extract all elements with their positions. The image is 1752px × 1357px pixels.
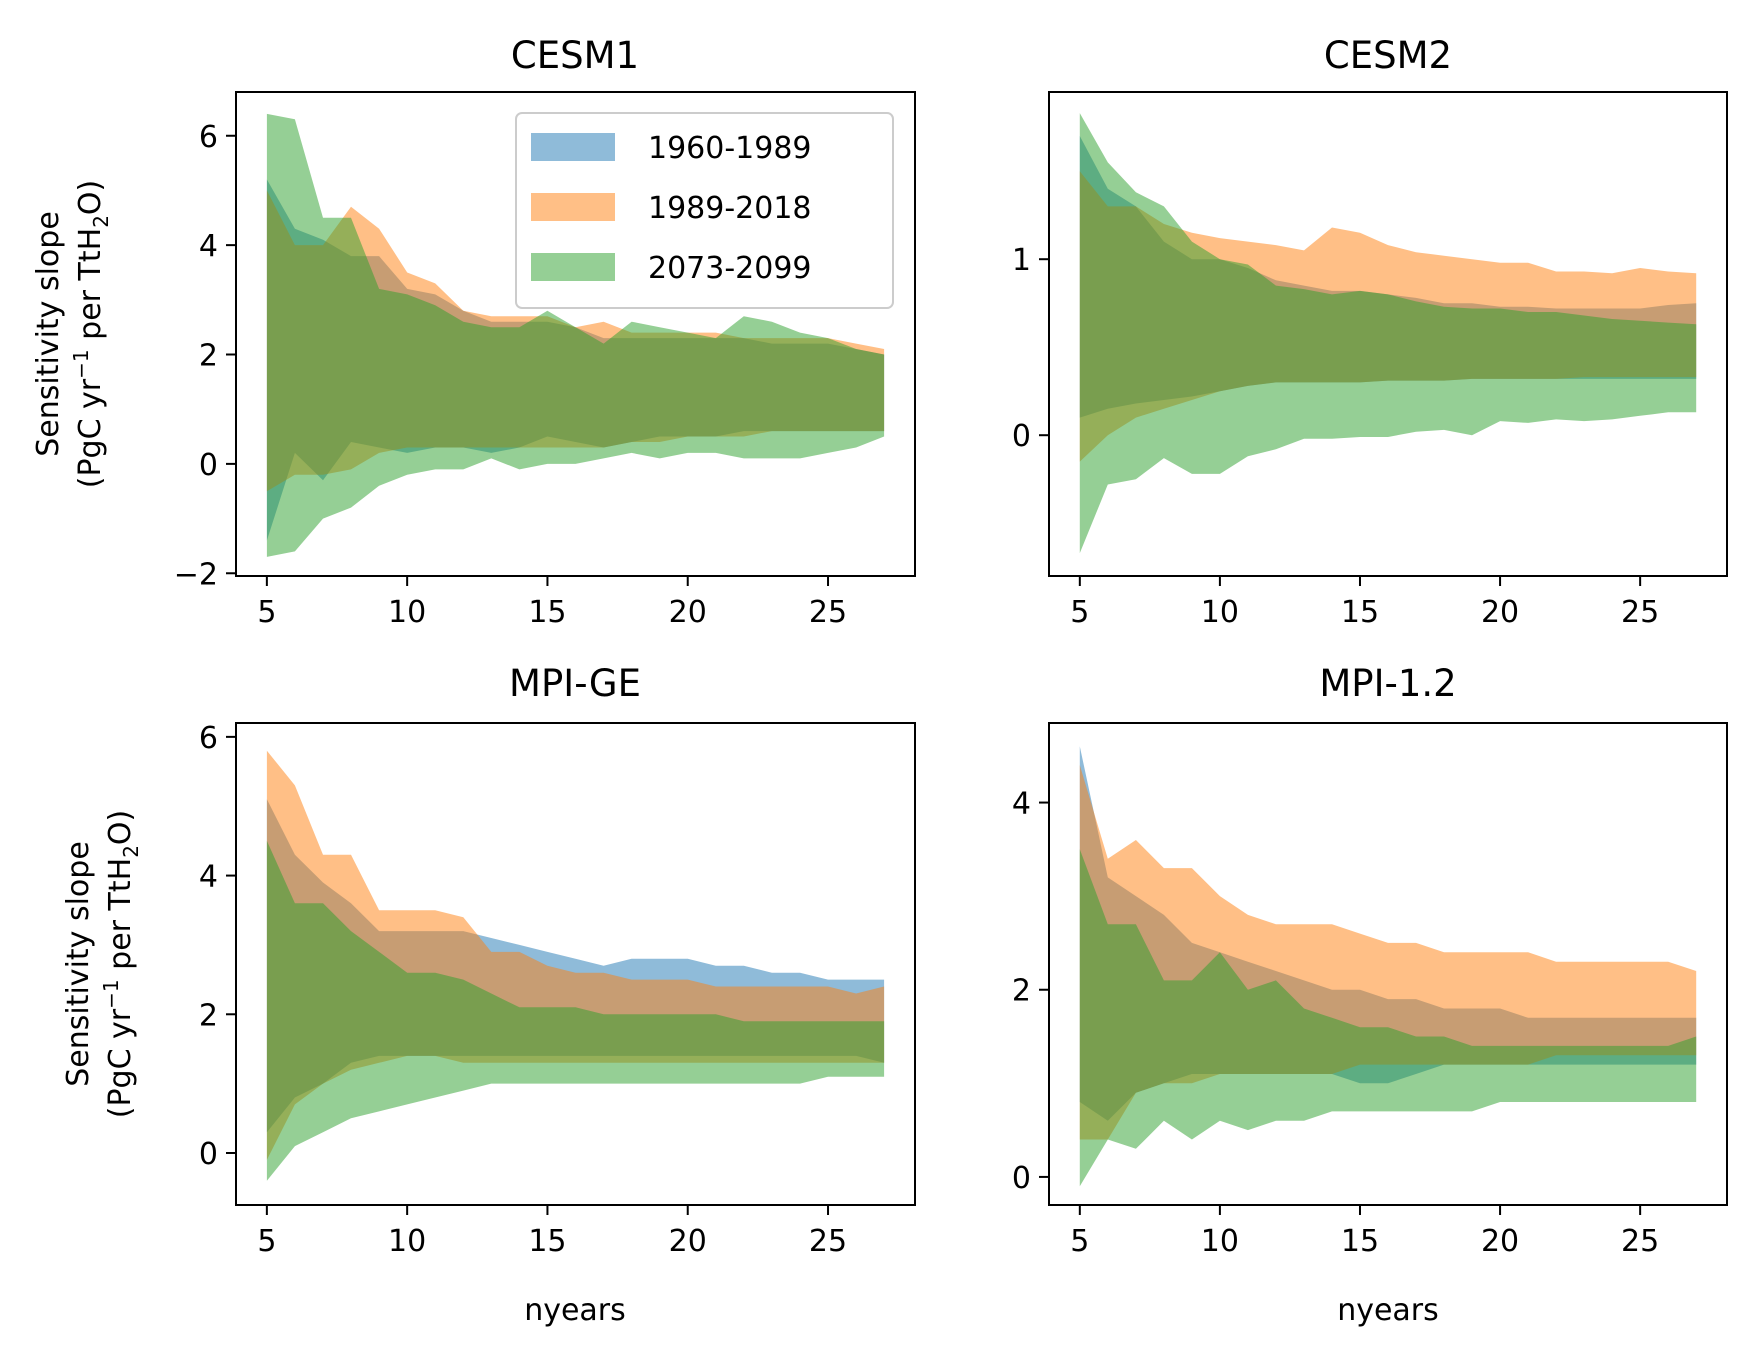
x-tick-label: 15 <box>528 595 566 630</box>
x-axis-label: nyears <box>1337 1293 1439 1328</box>
panel-title: CESM1 <box>511 34 639 77</box>
y-axis-label: Sensitivity slope (PgC yr−1 per TtH2O) <box>61 810 143 1119</box>
x-axis-label: nyears <box>524 1293 626 1328</box>
x-tick-label: 5 <box>1070 595 1089 630</box>
x-tick-label: 20 <box>1481 595 1519 630</box>
panel-title: MPI-GE <box>509 662 641 705</box>
x-tick-label: 25 <box>1621 1224 1659 1259</box>
panel-mpi-1-2: MPI-1.2 5 10 15 20 25 0 2 4 nyears <box>1012 662 1728 1328</box>
y-axis-label-line2: (PgC yr−1 per TtH2O) <box>69 180 113 489</box>
panel-cesm1: CESM1 5 10 15 20 25 −2 0 2 4 6 Sensitivity slope … <box>31 34 916 630</box>
y-tick-label: 0 <box>199 1137 218 1172</box>
legend-label: 2073-2099 <box>648 251 812 286</box>
x-tick-label: 20 <box>669 1224 707 1259</box>
tick-layer: 5 10 15 20 25 −2 0 2 4 6 <box>174 120 847 630</box>
x-tick-label: 15 <box>1341 1224 1379 1259</box>
legend-swatch <box>531 253 615 281</box>
axes-frame <box>1048 91 1728 577</box>
band-layer <box>266 750 885 1181</box>
y-tick-label: 0 <box>199 448 218 483</box>
x-tick-label: 5 <box>257 1224 276 1259</box>
band-2073-2099 <box>266 113 885 557</box>
y-axis-label-line1: Sensitivity slope <box>61 841 96 1087</box>
band-2073-2099 <box>1079 113 1697 554</box>
y-axis-label-line1: Sensitivity slope <box>31 211 66 457</box>
y-tick-label: 2 <box>199 339 218 374</box>
y-tick-label: 6 <box>199 120 218 155</box>
y-tick-label: 2 <box>1012 974 1031 1009</box>
x-tick-label: 5 <box>1070 1224 1089 1259</box>
band-2073-2099 <box>266 840 885 1181</box>
y-tick-label: 0 <box>1012 1161 1031 1196</box>
legend-swatch <box>531 133 615 161</box>
legend-swatch <box>531 193 615 221</box>
axes-frame <box>235 722 916 1206</box>
band-layer <box>1079 746 1697 1187</box>
x-tick-label: 5 <box>257 595 276 630</box>
x-tick-label: 10 <box>388 595 426 630</box>
y-tick-label: 4 <box>199 860 218 895</box>
y-tick-label: 6 <box>199 721 218 756</box>
band-layer <box>1079 113 1697 554</box>
legend-label: 1960-1989 <box>648 131 812 166</box>
x-tick-label: 15 <box>1341 595 1379 630</box>
panel-cesm2: CESM2 5 10 15 20 25 0 1 <box>1012 34 1728 630</box>
y-tick-label: 0 <box>1012 419 1031 454</box>
y-axis-label-line2: (PgC yr−1 per TtH2O) <box>99 810 143 1119</box>
x-tick-label: 10 <box>1201 1224 1239 1259</box>
panel-mpi-ge: MPI-GE 5 10 15 20 25 0 2 4 6 Sensitivity slope (… <box>61 662 916 1328</box>
x-tick-label: 25 <box>809 595 847 630</box>
x-tick-label: 15 <box>528 1224 566 1259</box>
legend-label: 1989-2018 <box>648 191 812 226</box>
panel-title: MPI-1.2 <box>1319 662 1456 705</box>
y-axis-label: Sensitivity slope (PgC yr−1 per TtH2O) <box>31 180 113 489</box>
x-tick-label: 10 <box>388 1224 426 1259</box>
legend: 1960-1989 1989-2018 2073-2099 <box>515 112 894 309</box>
band-2073-2099 <box>1079 849 1697 1187</box>
tick-layer: 5 10 15 20 25 0 2 4 6 <box>199 721 847 1259</box>
tick-layer: 5 10 15 20 25 0 2 4 <box>1012 787 1659 1259</box>
y-tick-label: 4 <box>199 229 218 264</box>
x-tick-label: 25 <box>1621 595 1659 630</box>
x-tick-label: 25 <box>809 1224 847 1259</box>
band-layer <box>266 113 885 557</box>
tick-layer: 5 10 15 20 25 0 1 <box>1012 243 1659 630</box>
y-tick-label: 4 <box>1012 787 1031 822</box>
x-tick-label: 10 <box>1201 595 1239 630</box>
y-tick-label: −2 <box>174 557 218 592</box>
y-tick-label: 1 <box>1012 243 1031 278</box>
axes-frame <box>1048 722 1728 1206</box>
y-tick-label: 2 <box>199 998 218 1033</box>
x-tick-label: 20 <box>1481 1224 1519 1259</box>
x-tick-label: 20 <box>669 595 707 630</box>
panel-title: CESM2 <box>1324 34 1452 77</box>
axes-frame <box>235 91 916 577</box>
